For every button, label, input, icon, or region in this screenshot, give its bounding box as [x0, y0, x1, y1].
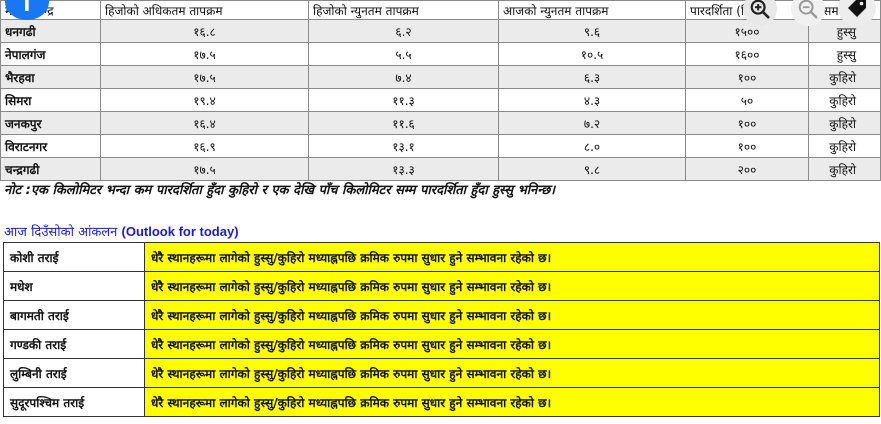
outlook-heading: आज दिउँसोको आंकलन (Outlook for today)	[4, 222, 239, 240]
outlook-row: बागमती तराई धेरै स्थानहरूमा लागेको हुस्स…	[3, 300, 880, 330]
table-row: नेपालगंज १७.५ ५.५ १०.५ १६०० हुस्सु	[0, 42, 881, 66]
table-row: भैरहवा १७.५ ७.४ ६.३ १०० कुहिरो	[0, 65, 881, 89]
region-name: कोशी तराई	[3, 242, 145, 272]
zoom-out-icon	[798, 0, 818, 19]
facebook-share-button[interactable]: f	[5, 0, 49, 20]
weather-table: मौसम केन्द्र हिजोको अधिकतम तापक्रम हिजोक…	[0, 0, 881, 181]
outlook-row: सुदूरपश्चिम तराई धेरै स्थानहरूमा लागेको …	[3, 387, 880, 417]
weather-cell: हुस्सु	[808, 19, 881, 43]
tag-icon	[848, 0, 866, 17]
max-yesterday-cell: १९.४	[100, 88, 309, 112]
min-today-cell: १०.५	[498, 42, 686, 66]
region-name: सुदूरपश्चिम तराई	[3, 387, 145, 417]
max-yesterday-cell: १६.९	[100, 134, 309, 158]
station-name: जनकपुर	[0, 111, 101, 135]
forecast-text: धेरै स्थानहरूमा लागेको हुस्सु/कुहिरो मध्…	[144, 242, 880, 272]
forecast-text: धेरै स्थानहरूमा लागेको हुस्सु/कुहिरो मध्…	[144, 300, 880, 330]
station-name: विराटनगर	[0, 134, 101, 158]
header-min-today: आजको न्युनतम तापक्रम	[498, 0, 686, 20]
weather-cell: हुस्सु	[808, 42, 881, 66]
visibility-cell: १५००	[685, 19, 809, 43]
table-row: विराटनगर १६.९ १३.१ ८.० १०० कुहिरो	[0, 134, 881, 158]
zoom-out-button[interactable]	[791, 0, 825, 26]
min-today-cell: ७.२	[498, 111, 686, 135]
station-name: भैरहवा	[0, 65, 101, 89]
max-yesterday-cell: १७.५	[100, 65, 309, 89]
region-name: गण्डकी तराई	[3, 329, 145, 359]
min-today-cell: ९.६	[498, 19, 686, 43]
visibility-note: नोट :एक किलोमिटर भन्दा कम पारदर्शिता हुँ…	[4, 183, 556, 198]
visibility-cell: १६००	[685, 42, 809, 66]
region-name: मधेश	[3, 271, 145, 301]
min-yesterday-cell: ११.३	[308, 88, 499, 112]
max-yesterday-cell: १७.५	[100, 42, 309, 66]
min-today-cell: ६.३	[498, 65, 686, 89]
region-name: बागमती तराई	[3, 300, 145, 330]
outlook-heading-english: (Outlook for today)	[121, 224, 239, 239]
facebook-icon: f	[22, 0, 32, 17]
station-name: चन्द्रगढी	[0, 157, 101, 181]
forecast-text: धेरै स्थानहरूमा लागेको हुस्सु/कुहिरो मध्…	[144, 387, 880, 417]
outlook-row: गण्डकी तराई धेरै स्थानहरूमा लागेको हुस्स…	[3, 329, 880, 359]
weather-cell: कुहिरो	[808, 157, 881, 181]
header-max-yesterday: हिजोको अधिकतम तापक्रम	[100, 0, 309, 20]
visibility-cell: २००	[685, 157, 809, 181]
weather-cell: कुहिरो	[808, 134, 881, 158]
zoom-in-icon	[750, 0, 770, 19]
min-today-cell: ८.०	[498, 134, 686, 158]
max-yesterday-cell: १६.४	[100, 111, 309, 135]
forecast-text: धेरै स्थानहरूमा लागेको हुस्सु/कुहिरो मध्…	[144, 329, 880, 359]
weather-cell: कुहिरो	[808, 88, 881, 112]
visibility-cell: १००	[685, 111, 809, 135]
zoom-in-button[interactable]	[743, 0, 777, 26]
station-name: नेपालगंज	[0, 42, 101, 66]
outlook-heading-nepali: आज दिउँसोको आंकलन	[4, 225, 118, 240]
min-yesterday-cell: १३.३	[308, 157, 499, 181]
max-yesterday-cell: १७.५	[100, 157, 309, 181]
outlook-row: मधेश धेरै स्थानहरूमा लागेको हुस्सु/कुहिर…	[3, 271, 880, 301]
visibility-cell: ५०	[685, 88, 809, 112]
table-row: धनगढी १६.८ ६.२ ९.६ १५०० हुस्सु	[0, 19, 881, 43]
outlook-table: कोशी तराई धेरै स्थानहरूमा लागेको हुस्सु/…	[3, 242, 880, 417]
min-yesterday-cell: ७.४	[308, 65, 499, 89]
visibility-cell: १००	[685, 65, 809, 89]
min-yesterday-cell: १३.१	[308, 134, 499, 158]
station-name: धनगढी	[0, 19, 101, 43]
header-min-yesterday: हिजोको न्युनतम तापक्रम	[308, 0, 499, 20]
min-yesterday-cell: ११.६	[308, 111, 499, 135]
region-name: लुम्बिनी तराई	[3, 358, 145, 388]
table-row: सिमरा १९.४ ११.३ ४.३ ५० कुहिरो	[0, 88, 881, 112]
min-today-cell: ४.३	[498, 88, 686, 112]
weather-cell: कुहिरो	[808, 111, 881, 135]
visibility-cell: १००	[685, 134, 809, 158]
weather-cell: कुहिरो	[808, 65, 881, 89]
min-yesterday-cell: ५.५	[308, 42, 499, 66]
table-row: चन्द्रगढी १७.५ १३.३ ९.८ २०० कुहिरो	[0, 157, 881, 181]
outlook-row: कोशी तराई धेरै स्थानहरूमा लागेको हुस्सु/…	[3, 242, 880, 272]
min-yesterday-cell: ६.२	[308, 19, 499, 43]
forecast-text: धेरै स्थानहरूमा लागेको हुस्सु/कुहिरो मध्…	[144, 358, 880, 388]
table-row: जनकपुर १६.४ ११.६ ७.२ १०० कुहिरो	[0, 111, 881, 135]
min-today-cell: ९.८	[498, 157, 686, 181]
outlook-row: लुम्बिनी तराई धेरै स्थानहरूमा लागेको हुस…	[3, 358, 880, 388]
forecast-text: धेरै स्थानहरूमा लागेको हुस्सु/कुहिरो मध्…	[144, 271, 880, 301]
station-name: सिमरा	[0, 88, 101, 112]
max-yesterday-cell: १६.८	[100, 19, 309, 43]
